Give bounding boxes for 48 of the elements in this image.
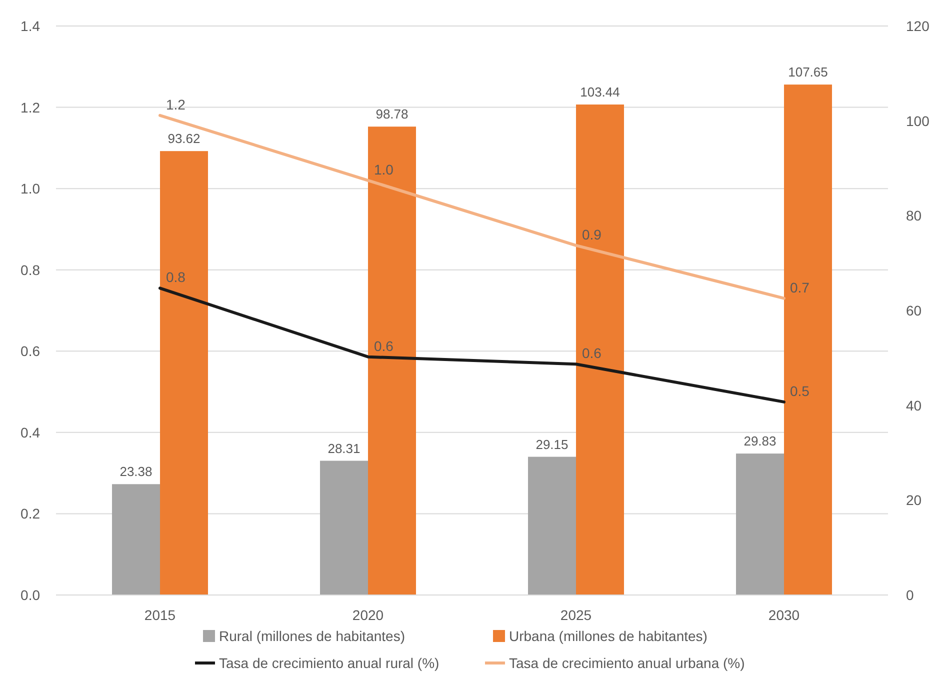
data-label: 98.78 [376,106,408,122]
data-label: 1.2 [166,96,186,112]
data-label: 29.83 [744,434,776,449]
x-tick-label: 2020 [352,607,384,623]
data-label: 29.15 [536,436,568,452]
data-label: 28.31 [328,440,360,456]
y2-tick-label: 40 [906,397,922,414]
y2-tick-label: 60 [906,302,922,318]
y2-tick-label: 120 [906,18,930,34]
data-label: 103.44 [580,84,620,100]
y-tick-label: 1.0 [20,180,40,197]
data-label: 0.6 [582,345,602,362]
data-label: 0.8 [166,269,186,286]
y2-tick-label: 0 [906,587,914,603]
legend-label: Tasa de crecimiento anual rural (%) [219,655,440,671]
data-label: 0.6 [374,338,394,354]
bar [736,454,784,595]
bar [112,484,160,595]
y2-tick-label: 100 [906,112,930,129]
bar [528,456,576,595]
data-label: 107.65 [788,64,828,80]
y-tick-label: 1.4 [20,18,40,34]
y2-tick-label: 80 [906,208,922,224]
y2-tick-label: 20 [906,492,922,508]
legend-label: Tasa de crecimiento anual urbana (%) [509,655,745,671]
y-tick-label: 0.8 [20,262,40,278]
data-label: 0.7 [790,279,810,296]
y-tick-label: 0.2 [20,506,40,522]
data-label: 23.38 [120,464,152,480]
y-tick-label: 1.2 [20,99,40,116]
x-tick-label: 2015 [144,607,176,623]
y-tick-label: 0.4 [20,424,40,440]
data-label: 0.9 [582,226,602,242]
bar [576,104,624,595]
bar [160,151,208,595]
x-tick-label: 2025 [560,607,592,623]
bar [784,84,832,595]
data-label: 1.0 [374,161,394,178]
legend-label: Rural (millones de habitantes) [219,628,405,644]
y-tick-label: 0.6 [20,343,40,360]
data-label: 93.62 [168,131,200,146]
legend-label: Urbana (millones de habitantes) [509,628,708,644]
bar [320,460,368,595]
data-label: 0.5 [790,382,810,399]
line-series [158,286,786,404]
y-tick-label: 0.0 [20,587,40,603]
x-tick-label: 2030 [768,607,800,623]
bar [368,126,416,595]
